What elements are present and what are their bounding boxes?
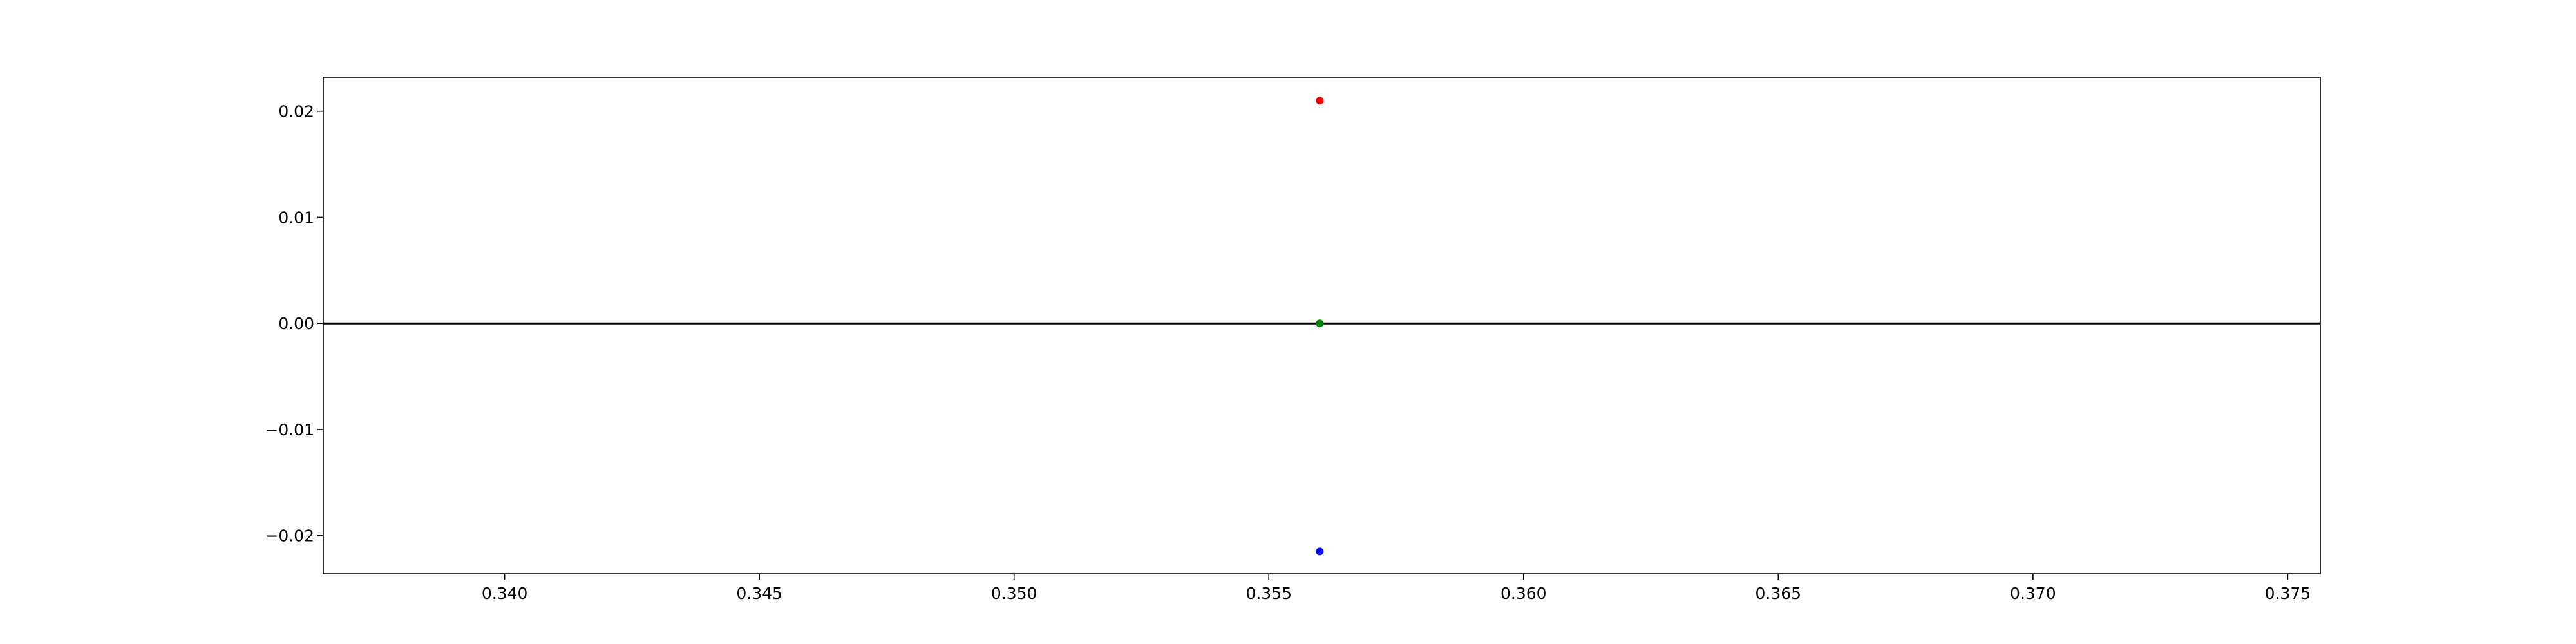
data-points: [1316, 97, 1324, 556]
y-tick-label: −0.02: [265, 527, 314, 545]
x-tick-label: 0.370: [2010, 584, 2056, 603]
y-tick-label: 0.01: [278, 208, 314, 227]
data-point: [1316, 97, 1324, 105]
data-point: [1316, 319, 1324, 328]
y-tick-label: 0.00: [278, 314, 314, 333]
y-tick-label: 0.02: [278, 102, 314, 121]
x-axis-ticks: 0.340 0.345 0.350 0.355 0.360 0.365 0.370 0.375: [482, 574, 2311, 603]
x-tick-label: 0.365: [1756, 584, 1802, 603]
y-axis-ticks: 0.02 0.01 0.00 −0.01 −0.02: [265, 102, 323, 545]
x-tick-label: 0.355: [1245, 584, 1292, 603]
x-tick-label: 0.350: [991, 584, 1037, 603]
x-tick-label: 0.340: [482, 584, 528, 603]
x-tick-label: 0.375: [2265, 584, 2311, 603]
y-tick-label: −0.01: [265, 421, 314, 439]
data-point: [1316, 547, 1324, 556]
x-tick-label: 0.345: [736, 584, 782, 603]
x-tick-label: 0.360: [1501, 584, 1547, 603]
axes-frame: [323, 77, 2321, 574]
